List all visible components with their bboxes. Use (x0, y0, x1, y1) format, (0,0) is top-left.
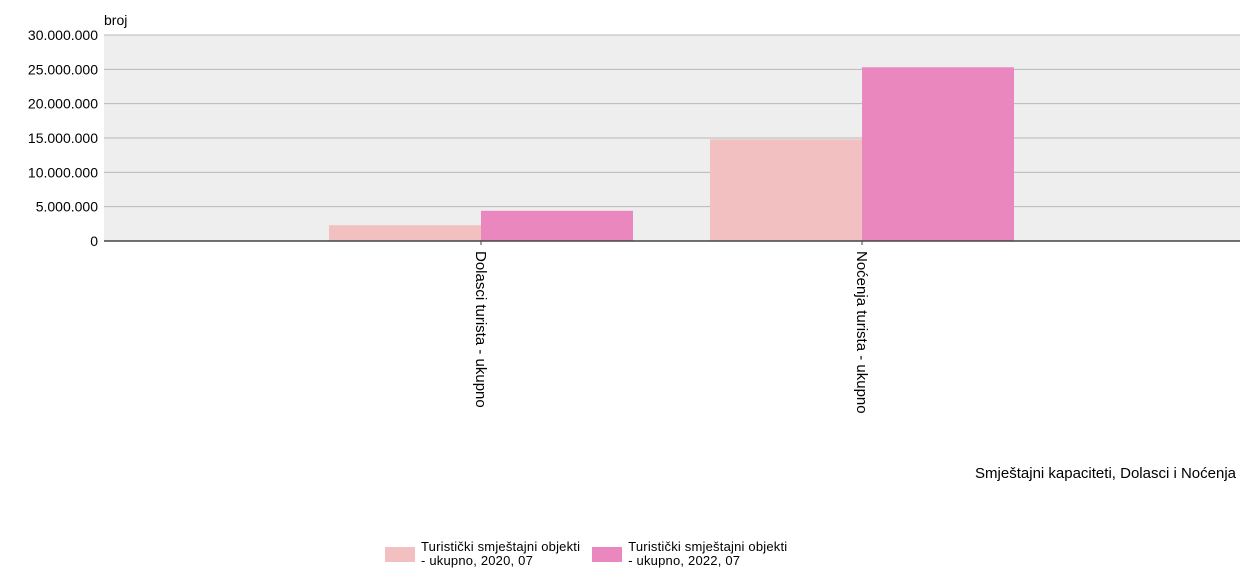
legend-label-2020: Turistički smještajni objekti - ukupno, … (421, 539, 581, 568)
legend-label-2022: Turistički smještajni objekti - ukupno, … (628, 539, 788, 568)
y-axis-ticks: 0 5.000.000 10.000.000 15.000.000 20.000.000… (28, 27, 98, 249)
y-tick-label: 25.000.000 (28, 61, 98, 77)
y-axis-label: broj (104, 12, 127, 28)
y-tick-label: 0 (90, 233, 98, 249)
y-tick-label: 5.000.000 (36, 199, 98, 215)
legend: Turistički smještajni objekti - ukupno, … (385, 540, 787, 568)
bars (329, 67, 1014, 241)
y-tick-label: 20.000.000 (28, 96, 98, 112)
x-tick-label: Noćenja turista - ukupno (853, 251, 870, 414)
legend-item-2020: Turistički smještajni objekti - ukupno, … (385, 540, 580, 568)
bar-2020-nocenja (710, 139, 862, 241)
bar-2022-nocenja (862, 67, 1014, 241)
y-tick-label: 30.000.000 (28, 27, 98, 43)
bar-2020-dolasci (329, 225, 481, 241)
legend-swatch-2022 (592, 546, 623, 562)
y-tick-label: 15.000.000 (28, 130, 98, 146)
x-axis-ticks: Dolasci turista - ukupno Noćenja turista … (472, 241, 870, 414)
bar-chart: 0 5.000.000 10.000.000 15.000.000 20.000.000… (28, 12, 1240, 482)
bar-2022-dolasci (481, 210, 633, 241)
y-tick-label: 10.000.000 (28, 164, 98, 180)
x-tick-label: Dolasci turista - ukupno (472, 251, 489, 408)
legend-swatch-2020 (385, 546, 415, 562)
legend-item-2022: Turistički smještajni objekti - ukupno, … (592, 540, 787, 568)
x-axis-label: Smještajni kapaciteti, Dolasci i Noćenja (975, 465, 1237, 482)
